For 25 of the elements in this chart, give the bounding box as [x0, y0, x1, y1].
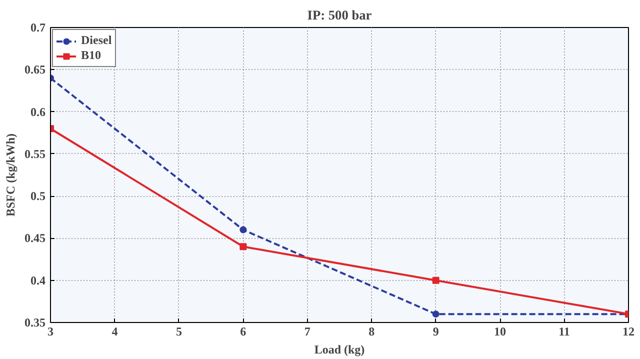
x-tick-label: 3	[48, 324, 54, 338]
y-tick-label: 0.55	[24, 146, 46, 161]
x-tick-label: 6	[240, 324, 246, 338]
legend-label: Diesel	[81, 33, 112, 48]
point	[240, 226, 247, 234]
x-tick-label: 5	[176, 324, 182, 338]
x-tick-label: 11	[558, 324, 570, 338]
y-tick-label: 0.6	[30, 104, 46, 119]
y-tick-label: 0.35	[24, 316, 46, 330]
y-tick-label: 0.7	[30, 20, 46, 34]
legend-label: B10	[81, 48, 102, 63]
chart-title: IP: 500 bar	[307, 8, 372, 22]
x-tick-label: 10	[494, 324, 506, 338]
y-tick-label: 0.65	[24, 62, 46, 77]
y-tick-label: 0.5	[30, 189, 46, 204]
x-axis-title: Load (kg)	[314, 342, 365, 356]
y-tick-label: 0.4	[30, 273, 46, 288]
x-tick-label: 7	[304, 324, 310, 338]
x-tick-label: 8	[368, 324, 375, 338]
x-tick-label: 12	[622, 324, 634, 338]
y-tick-label: 0.45	[24, 231, 46, 246]
x-tick-label: 4	[112, 324, 118, 338]
y-axis-title: BSFC (kg/kWh)	[4, 133, 18, 217]
point	[432, 310, 440, 318]
x-tick-label: 9	[432, 324, 439, 338]
